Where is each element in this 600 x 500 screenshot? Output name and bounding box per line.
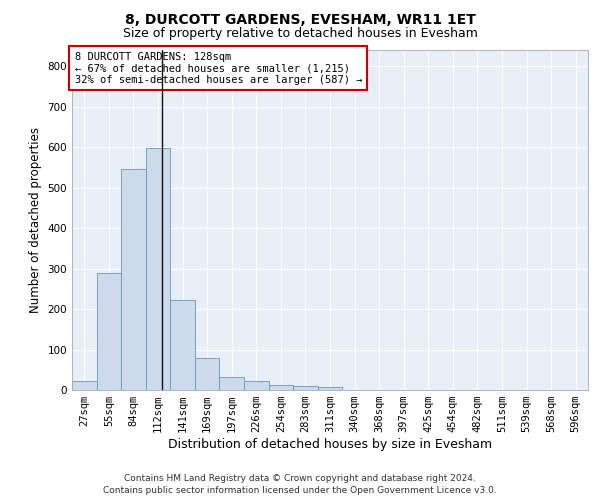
Bar	[195, 358, 220, 390]
Text: Contains HM Land Registry data © Crown copyright and database right 2024.
Contai: Contains HM Land Registry data © Crown c…	[103, 474, 497, 495]
Y-axis label: Number of detached properties: Number of detached properties	[29, 127, 42, 313]
Bar	[146, 148, 170, 390]
Bar	[293, 386, 318, 390]
Bar	[269, 385, 293, 390]
Bar	[121, 168, 146, 390]
X-axis label: Distribution of detached houses by size in Evesham: Distribution of detached houses by size …	[168, 438, 492, 451]
Bar	[244, 381, 269, 390]
Bar	[97, 274, 121, 390]
Text: 8 DURCOTT GARDENS: 128sqm
← 67% of detached houses are smaller (1,215)
32% of se: 8 DURCOTT GARDENS: 128sqm ← 67% of detac…	[74, 52, 362, 85]
Text: Size of property relative to detached houses in Evesham: Size of property relative to detached ho…	[122, 28, 478, 40]
Bar	[72, 381, 97, 390]
Text: 8, DURCOTT GARDENS, EVESHAM, WR11 1ET: 8, DURCOTT GARDENS, EVESHAM, WR11 1ET	[125, 12, 475, 26]
Bar	[170, 300, 195, 390]
Bar	[220, 376, 244, 390]
Bar	[318, 387, 342, 390]
